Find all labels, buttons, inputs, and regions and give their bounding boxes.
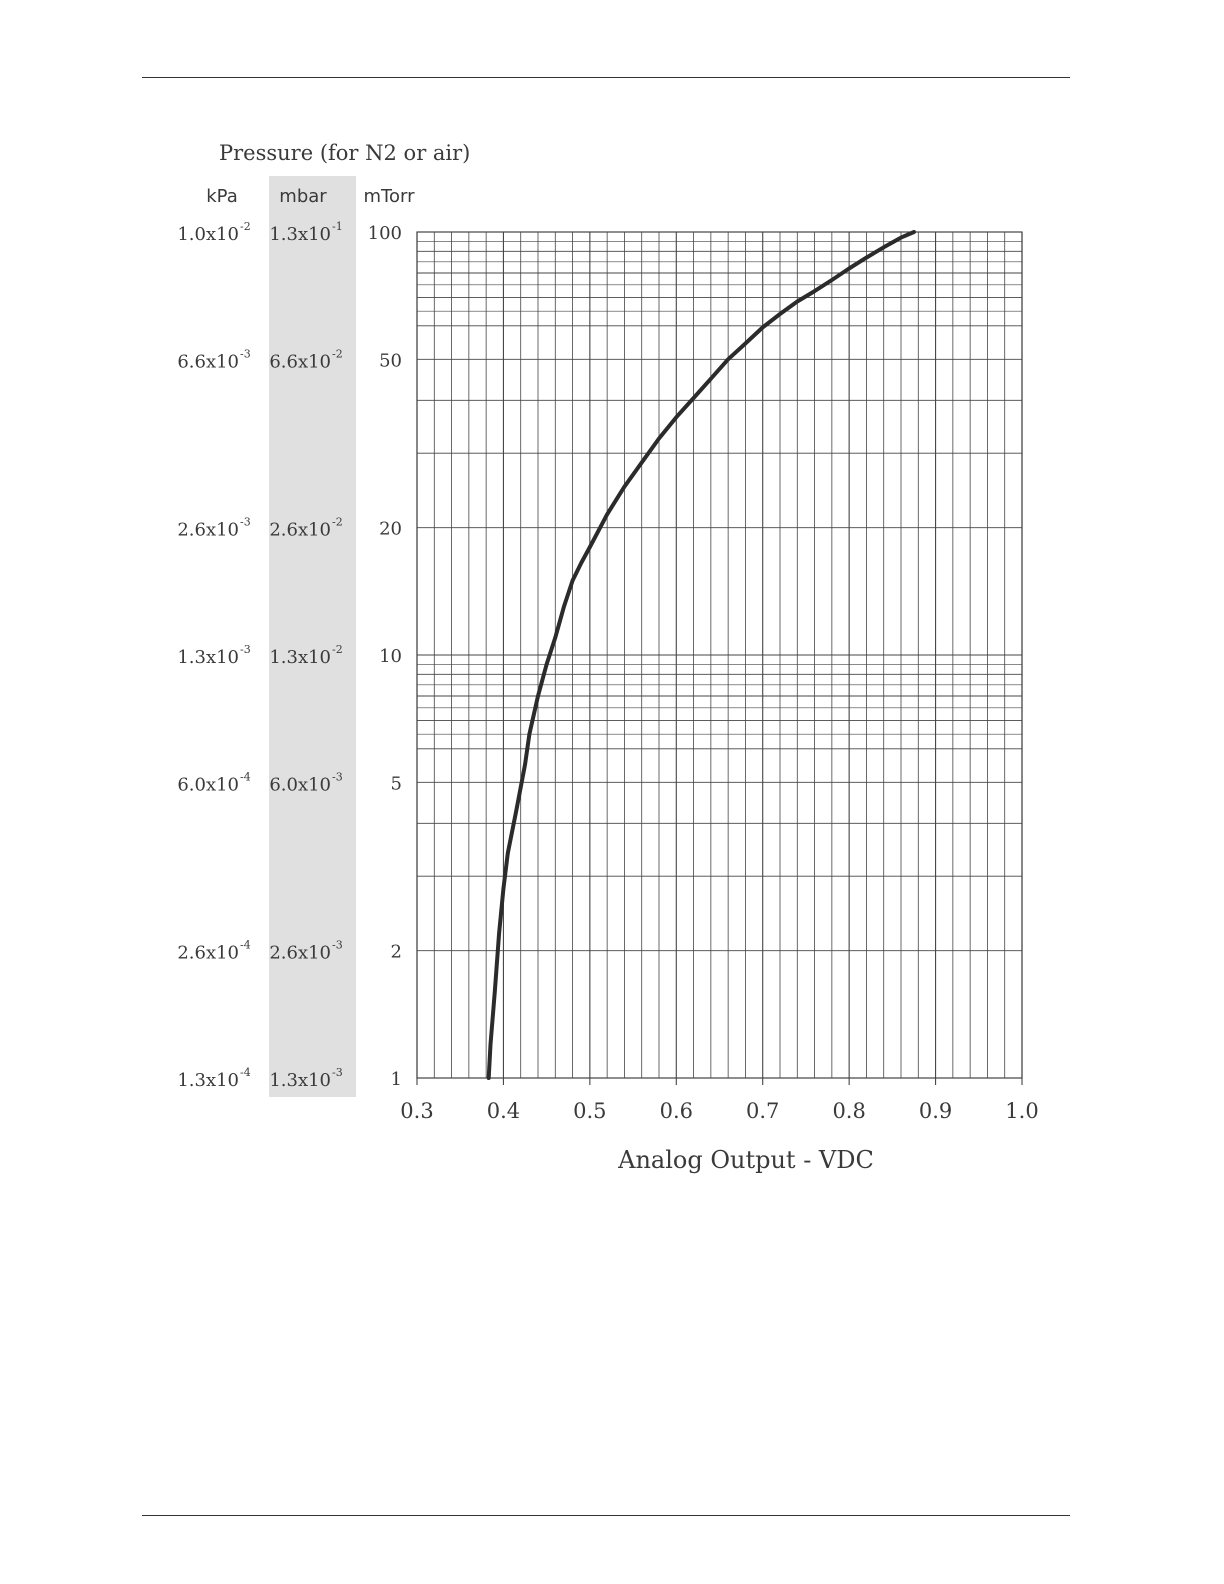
chart-grid	[416, 231, 1023, 1085]
unit-label-mbar: 2.6x10	[269, 943, 331, 964]
unit-label-mbar: 2.6x10	[269, 520, 331, 541]
mbar-shaded-column	[269, 176, 356, 1097]
unit-label-kpa: 1.3x10	[177, 1070, 239, 1091]
y-tick-label: 50	[379, 350, 402, 371]
unit-label-exponent: -3	[332, 1066, 343, 1079]
unit-label-exponent: -2	[332, 516, 343, 529]
x-tick-label: 0.7	[746, 1099, 779, 1123]
unit-label-exponent: -2	[332, 347, 343, 360]
chart-title: Pressure (for N2 or air)	[219, 141, 470, 165]
x-tick-label: 0.3	[400, 1099, 433, 1123]
x-tick-label: 0.6	[660, 1099, 693, 1123]
bottom-rule	[142, 1515, 1070, 1516]
x-tick-label: 0.5	[573, 1099, 606, 1123]
x-axis-label: Analog Output - VDC	[617, 1146, 874, 1174]
unit-label-exponent: -4	[240, 770, 251, 783]
y-tick-label: 5	[391, 773, 402, 794]
unit-label-exponent: -4	[240, 1066, 251, 1079]
unit-label-exponent: -3	[240, 643, 251, 656]
x-tick-label: 0.8	[832, 1099, 865, 1123]
chart-title-text: Pressure (for N2 or air)	[219, 141, 470, 165]
unit-label-mbar: 6.6x10	[269, 351, 331, 372]
x-tick-label: 0.4	[487, 1099, 520, 1123]
unit-label-exponent: -2	[240, 220, 251, 233]
unit-label-kpa: 2.6x10	[177, 943, 239, 964]
unit-label-kpa: 1.3x10	[177, 647, 239, 668]
unit-headers: kPa mbar mTorr	[206, 186, 415, 207]
series-line	[486, 230, 916, 1080]
unit-label-mbar: 1.3x10	[269, 647, 331, 668]
plot-frame	[416, 231, 1023, 1079]
unit-label-kpa: 6.6x10	[177, 351, 239, 372]
unit-header-mtorr: mTorr	[364, 186, 416, 207]
top-rule	[142, 77, 1070, 78]
unit-label-mbar: 1.3x10	[269, 1070, 331, 1091]
unit-label-exponent: -3	[240, 347, 251, 360]
unit-label-exponent: -3	[240, 516, 251, 529]
unit-label-exponent: -2	[332, 643, 343, 656]
y-axis-tick-labels: 100 50 20 10 5 2 1	[368, 223, 402, 1090]
unit-header-kpa: kPa	[206, 186, 238, 207]
data-series	[486, 230, 916, 1080]
y-tick-label: 10	[379, 646, 402, 667]
unit-label-kpa: 2.6x10	[177, 520, 239, 541]
unit-label-kpa: 6.0x10	[177, 774, 239, 795]
y-tick-label: 1	[391, 1069, 402, 1090]
x-tick-label: 0.9	[919, 1099, 952, 1123]
unit-label-kpa: 1.0x10	[177, 224, 239, 245]
unit-label-mbar: 6.0x10	[269, 774, 331, 795]
x-tick-label: 1.0	[1005, 1099, 1038, 1123]
x-axis-tick-labels: 0.3 0.4 0.5 0.6 0.7 0.8 0.9 1.0	[400, 1099, 1038, 1123]
y-tick-label: 20	[379, 519, 402, 540]
y-tick-label: 2	[391, 942, 402, 963]
unit-label-exponent: -3	[332, 770, 343, 783]
unit-label-exponent: -3	[332, 939, 343, 952]
unit-label-exponent: -4	[240, 939, 251, 952]
y-tick-label: 100	[368, 223, 402, 244]
unit-header-mbar: mbar	[279, 186, 327, 207]
unit-column-labels: 1.0x10 -26.6x10 -32.6x10 -31.3x10 -36.0x10 -4…	[177, 220, 342, 1091]
unit-label-mbar: 1.3x10	[269, 224, 331, 245]
unit-label-exponent: -1	[332, 220, 343, 233]
